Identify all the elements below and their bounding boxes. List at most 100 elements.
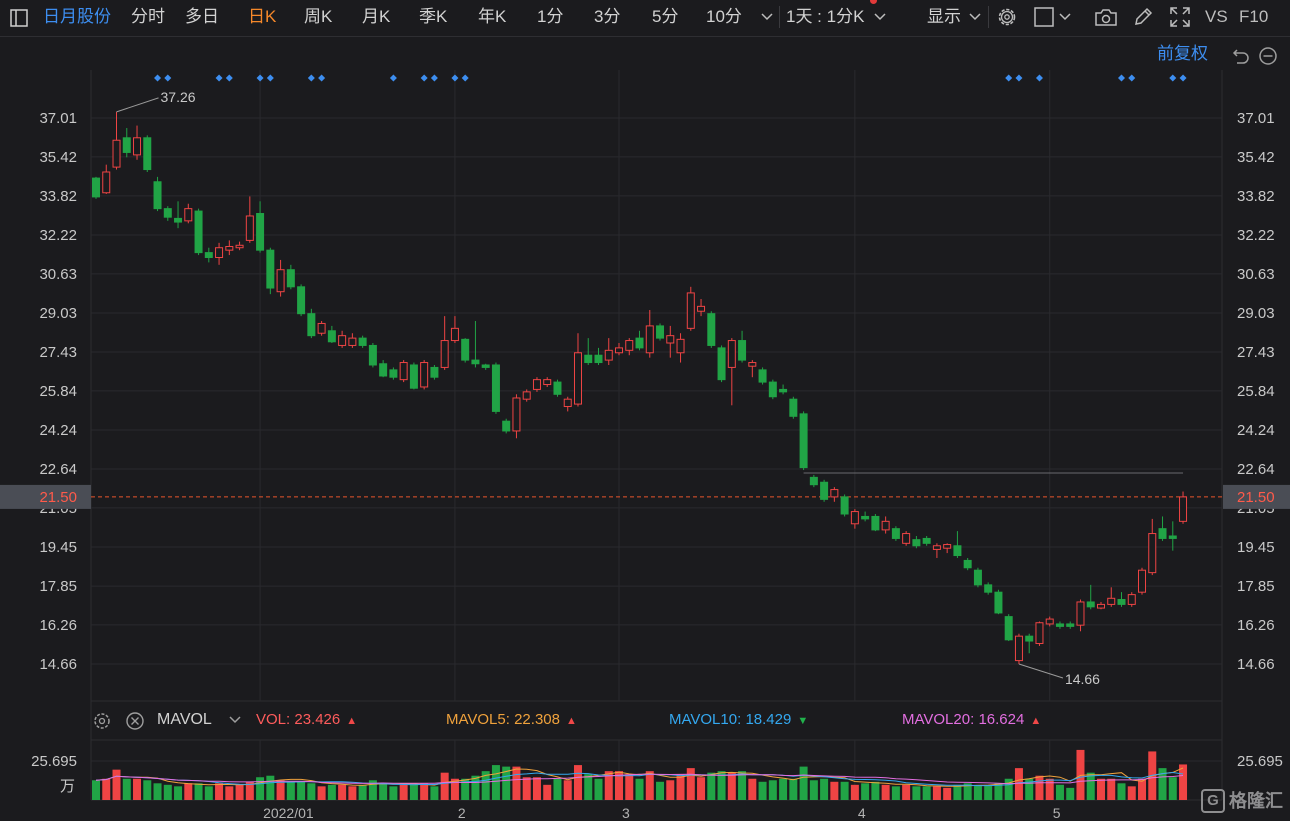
candle-down xyxy=(973,569,982,586)
volume-bar-down xyxy=(953,784,962,800)
tab-10min[interactable]: 10分 xyxy=(706,7,742,26)
candle-down xyxy=(758,369,767,383)
high-annotation-line xyxy=(116,97,159,113)
tab-5min[interactable]: 5分 xyxy=(652,7,679,26)
chevron-down-icon[interactable] xyxy=(1058,12,1072,22)
candle-up xyxy=(420,362,429,388)
volume-bar-up xyxy=(881,784,890,800)
volume-bar-up xyxy=(543,784,552,800)
volume-bar-down xyxy=(409,784,418,800)
last-price-box-left xyxy=(0,484,91,509)
vol-readout: VOL: 23.426 ▲ xyxy=(256,711,357,730)
tab-1min[interactable]: 1分 xyxy=(537,7,564,26)
y-tick-label-right: 27.43 xyxy=(1237,344,1275,361)
volume-bar-down xyxy=(461,778,470,800)
candle-up xyxy=(450,327,459,342)
candle-up xyxy=(697,305,706,312)
chevron-down-icon[interactable] xyxy=(228,715,242,725)
volume-bar-up xyxy=(1035,775,1044,800)
gear-icon[interactable] xyxy=(996,6,1018,28)
volume-bar-down xyxy=(1025,778,1034,800)
tab-multi-day[interactable]: 多日 xyxy=(185,7,219,26)
candle-down xyxy=(891,528,900,539)
vol-value: 23.426 xyxy=(294,711,341,728)
candle-down xyxy=(1158,528,1167,539)
volume-bar-up xyxy=(563,780,572,800)
last-price-label-left: 21.50 xyxy=(39,489,77,506)
y-tick-label-left: 22.64 xyxy=(39,461,77,478)
y-tick-label-right: 17.85 xyxy=(1237,578,1275,595)
tab-daily-k[interactable]: 日K xyxy=(248,7,277,26)
candle-up xyxy=(338,335,347,346)
y-tick-label-left: 37.01 xyxy=(39,110,77,127)
event-marker xyxy=(1015,74,1023,82)
camera-icon[interactable] xyxy=(1094,7,1118,27)
low-annotation-line xyxy=(1018,663,1064,679)
tab-intraday[interactable]: 分时 xyxy=(131,7,165,26)
volume-bar-down xyxy=(307,783,316,800)
chevron-down-icon[interactable] xyxy=(873,12,887,22)
checkbox-icon[interactable] xyxy=(1034,7,1054,27)
vs-button[interactable]: VS xyxy=(1205,7,1228,26)
tab-3min[interactable]: 3分 xyxy=(594,7,621,26)
candle-down xyxy=(789,398,798,417)
volume-bar-down xyxy=(553,778,562,800)
f10-button[interactable]: F10 xyxy=(1239,7,1269,26)
volume-bar-up xyxy=(902,784,911,800)
volume-bar-down xyxy=(717,771,726,800)
event-marker xyxy=(225,74,233,82)
y-tick-label-right: 37.01 xyxy=(1237,110,1275,127)
volume-bar-down xyxy=(912,786,921,800)
candle-down xyxy=(286,269,295,288)
mavol20-label: MAVOL20: xyxy=(902,711,975,728)
candle-down xyxy=(1168,535,1177,539)
event-marker xyxy=(1118,74,1125,82)
candle-down xyxy=(779,388,788,393)
period-select[interactable]: 1天 : 1分K xyxy=(786,7,865,26)
event-marker xyxy=(154,74,162,82)
mavol5-label: MAVOL5: xyxy=(446,711,510,728)
volume-bar-down xyxy=(809,780,818,800)
volume-bar-down xyxy=(153,783,162,800)
vol-label: VOL: xyxy=(256,711,291,728)
volume-bar-down xyxy=(1158,768,1167,800)
price-adjust-select[interactable]: 前复权 xyxy=(1157,44,1208,63)
expand-icon[interactable] xyxy=(1169,6,1191,28)
mavol5-arrow: ▲ xyxy=(565,715,577,727)
watermark-logo: G 格隆汇 xyxy=(1201,789,1283,813)
x-tick-label: 2022/01 xyxy=(263,805,314,821)
candle-down xyxy=(502,420,511,432)
volume-bar-down xyxy=(994,783,1003,800)
undo-icon[interactable] xyxy=(1231,46,1251,66)
gear-icon[interactable] xyxy=(92,711,112,731)
event-marker xyxy=(256,74,264,82)
minus-circle-icon[interactable] xyxy=(1258,46,1278,66)
volume-bar-up xyxy=(184,783,193,800)
volume-bar-down xyxy=(297,781,306,800)
volume-bar-up xyxy=(604,771,613,800)
volume-unit: 万 xyxy=(60,778,75,795)
stock-name[interactable]: 日月股份 xyxy=(43,7,111,26)
chevron-down-icon[interactable] xyxy=(760,12,774,22)
tab-monthly-k[interactable]: 月K xyxy=(362,7,391,26)
volume-bar-up xyxy=(615,771,624,800)
mavol10-readout: MAVOL10: 18.429 ▼ xyxy=(669,711,808,730)
tab-weekly-k[interactable]: 周K xyxy=(304,7,333,26)
close-circle-icon[interactable] xyxy=(125,711,145,731)
tab-quarterly-k[interactable]: 季K xyxy=(419,7,448,26)
volume-bar-down xyxy=(502,766,511,800)
y-tick-label-right: 22.64 xyxy=(1237,461,1275,478)
volume-bar-up xyxy=(338,784,347,800)
y-tick-label-left: 35.42 xyxy=(39,149,77,166)
panel-toggle-icon[interactable] xyxy=(10,9,28,27)
candle-down xyxy=(368,344,377,366)
candle-down xyxy=(1055,623,1064,627)
pencil-icon[interactable] xyxy=(1132,6,1154,28)
indicator-select[interactable]: MAVOL xyxy=(157,711,212,728)
display-menu[interactable]: 显示 xyxy=(927,7,961,26)
volume-bar-up xyxy=(399,784,408,800)
chevron-down-icon[interactable] xyxy=(968,12,982,22)
candle-up xyxy=(676,338,685,354)
tab-yearly-k[interactable]: 年K xyxy=(478,7,507,26)
